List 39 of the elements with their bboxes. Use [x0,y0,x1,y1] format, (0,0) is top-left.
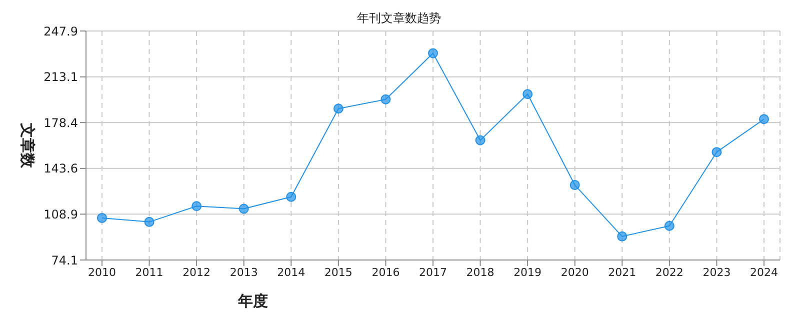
point [238,204,249,214]
x-tick-label: 2018 [466,266,494,279]
x-tick-label: 2017 [419,266,447,279]
x-tick-label: 2022 [655,266,684,279]
point [192,201,202,212]
x-tick-label: 2011 [135,266,164,279]
point [712,147,722,158]
point [97,212,107,223]
y-tick-label: 247.9 [44,24,78,38]
chart-title: 年刊文章数趋势 [357,11,441,25]
x-tick-label: 2020 [560,266,589,279]
x-tick-label: 2024 [750,266,778,279]
point [144,216,154,227]
y-tick-label: 74.1 [51,253,78,268]
point [286,192,296,202]
x-tick-label: 2019 [514,266,542,279]
x-tick-label: 2014 [277,266,306,279]
x-tick-label: 2013 [230,266,258,279]
x-tick-label: 2016 [372,266,400,279]
x-tick-label: 2015 [324,266,352,279]
y-tick-label: 108.9 [44,207,78,222]
x-tick-label: 2021 [608,266,636,279]
point [570,180,580,190]
point [380,94,391,104]
y-tick-label: 143.6 [44,162,78,176]
point [522,89,533,100]
y-tick-label: 213.1 [44,70,78,84]
point [475,135,486,146]
point [428,48,438,58]
y-tick-label: 178.4 [44,116,78,130]
y-axis-title: 文章数 [18,122,37,169]
x-tick-label: 2010 [88,266,116,279]
point [333,104,344,114]
point [664,220,674,231]
x-axis-title: 年度 [237,292,268,310]
x-tick-label: 2012 [182,266,211,279]
point [759,114,769,124]
point [617,231,628,242]
x-tick-label: 2023 [702,266,731,279]
